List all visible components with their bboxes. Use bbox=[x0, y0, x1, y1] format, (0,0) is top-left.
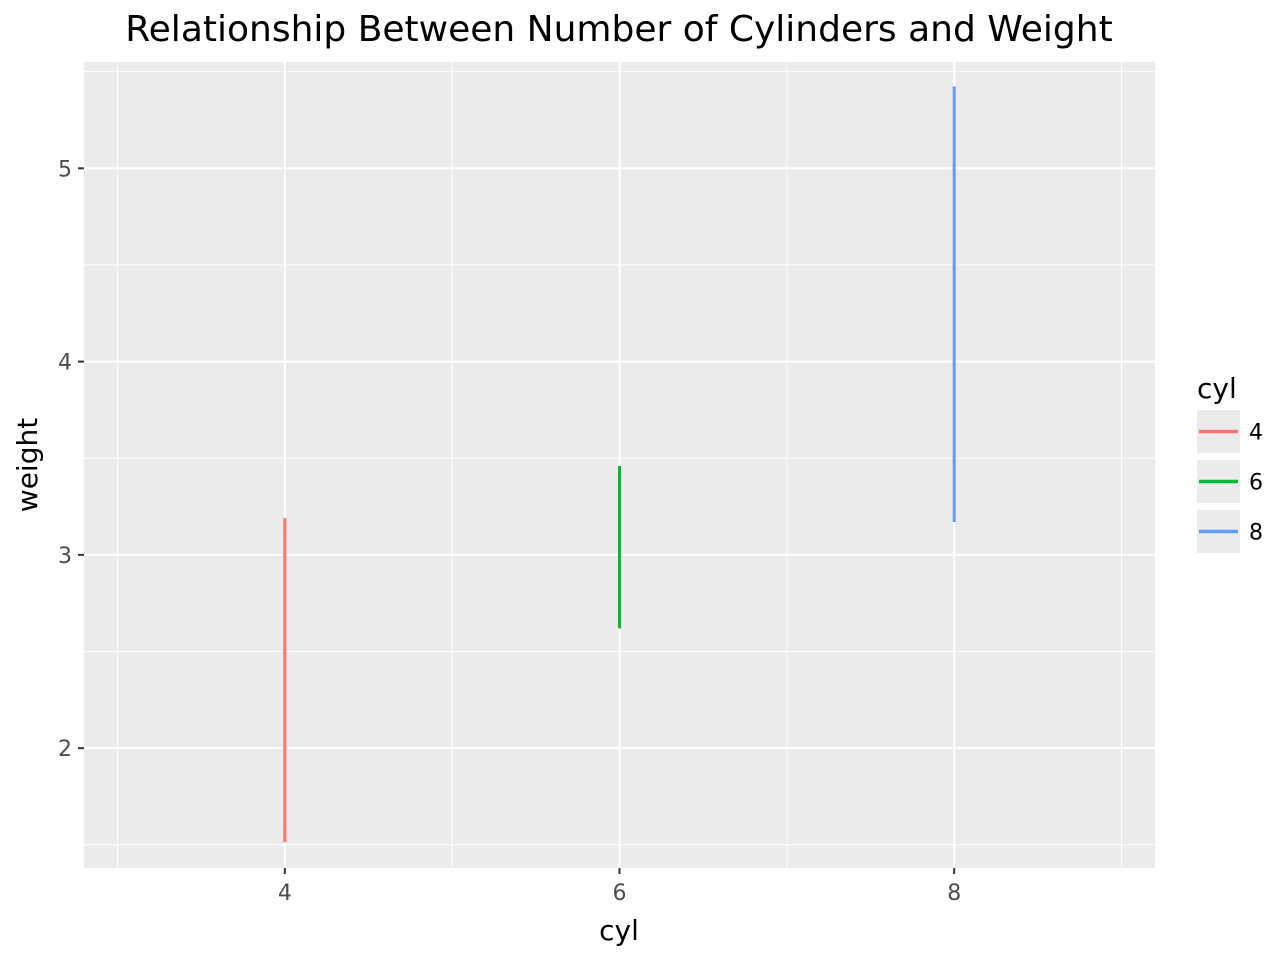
legend: cyl 4 6 8 bbox=[1197, 372, 1263, 553]
x-tick-label: 6 bbox=[613, 881, 627, 906]
y-tick-label: 3 bbox=[58, 544, 72, 569]
legend-items: 4 6 8 bbox=[1197, 410, 1263, 553]
y-tick-label: 5 bbox=[58, 157, 72, 182]
chart-title: Relationship Between Number of Cylinders… bbox=[125, 9, 1112, 50]
axes: 2 3 4 5 4 6 8 bbox=[58, 157, 961, 906]
y-axis-title: weight bbox=[11, 418, 44, 512]
x-axis-title: cyl bbox=[599, 914, 639, 947]
x-tick-label: 8 bbox=[947, 881, 961, 906]
legend-label-6: 6 bbox=[1249, 471, 1263, 496]
x-tick-label: 4 bbox=[278, 881, 292, 906]
series-group bbox=[283, 86, 956, 843]
y-tick-label: 4 bbox=[58, 351, 72, 376]
legend-label-4: 4 bbox=[1249, 421, 1263, 446]
y-tick-label: 2 bbox=[58, 737, 72, 762]
legend-label-8: 8 bbox=[1249, 521, 1263, 546]
legend-title: cyl bbox=[1197, 372, 1237, 405]
